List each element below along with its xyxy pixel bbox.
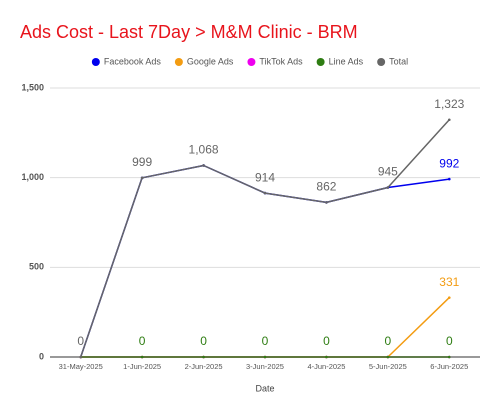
legend-swatch — [316, 58, 325, 66]
legend: Facebook Ads Google Ads TikTok Ads Line Ads… — [91, 56, 408, 66]
legend-swatch — [247, 58, 256, 66]
data-label: 914 — [255, 170, 275, 184]
y-tick-label: 0 — [39, 351, 44, 361]
legend-label: Facebook Ads — [104, 56, 162, 66]
legend-swatch — [174, 58, 183, 66]
point — [140, 355, 144, 359]
data-label: 331 — [439, 275, 459, 289]
data-label: 0 — [262, 334, 269, 348]
point — [202, 164, 205, 167]
y-tick-label: 1,000 — [21, 172, 44, 182]
point — [325, 201, 328, 204]
point — [202, 355, 205, 359]
point — [263, 191, 267, 195]
point — [79, 355, 83, 359]
point — [386, 186, 390, 189]
legend-swatch — [377, 58, 386, 66]
x-tick-label: 31-May-2025 — [59, 362, 103, 371]
y-tick-label: 1,500 — [21, 82, 44, 92]
point — [447, 355, 451, 359]
legend-label: Google Ads — [187, 56, 234, 66]
point — [325, 355, 328, 359]
data-label: 0 — [385, 334, 392, 348]
point — [447, 177, 451, 181]
data-label: 992 — [439, 156, 459, 170]
chart-title: Ads Cost - Last 7Day > M&M Clinic - BRM — [20, 22, 358, 42]
data-label: 945 — [378, 165, 398, 179]
data-label: 0 — [323, 334, 330, 348]
data-label: 862 — [316, 180, 336, 194]
point — [140, 176, 144, 180]
x-axis-label: Date — [255, 383, 274, 393]
x-tick-label: 4-Jun-2025 — [307, 362, 345, 371]
legend-label: Total — [389, 56, 408, 66]
y-tick-label: 500 — [29, 262, 44, 272]
point — [263, 355, 267, 359]
data-label: 0 — [200, 334, 207, 348]
x-tick-label: 2-Jun-2025 — [185, 362, 223, 371]
data-label: 0 — [139, 334, 146, 348]
x-tick-label: 3-Jun-2025 — [246, 362, 284, 371]
point — [386, 355, 390, 359]
x-tick-label: 5-Jun-2025 — [369, 362, 407, 371]
legend-label: Line Ads — [329, 56, 364, 66]
x-tick-label: 6-Jun-2025 — [430, 362, 468, 371]
point — [447, 118, 451, 122]
data-label: 0 — [446, 334, 453, 348]
x-tick-label: 1-Jun-2025 — [123, 362, 161, 371]
data-label: 0 — [77, 334, 84, 348]
point — [447, 296, 451, 299]
legend-swatch — [91, 58, 100, 66]
data-label: 999 — [132, 155, 152, 169]
data-label: 1,323 — [434, 97, 464, 111]
data-label: 1,068 — [189, 143, 219, 157]
legend-label: TikTok Ads — [259, 56, 303, 66]
